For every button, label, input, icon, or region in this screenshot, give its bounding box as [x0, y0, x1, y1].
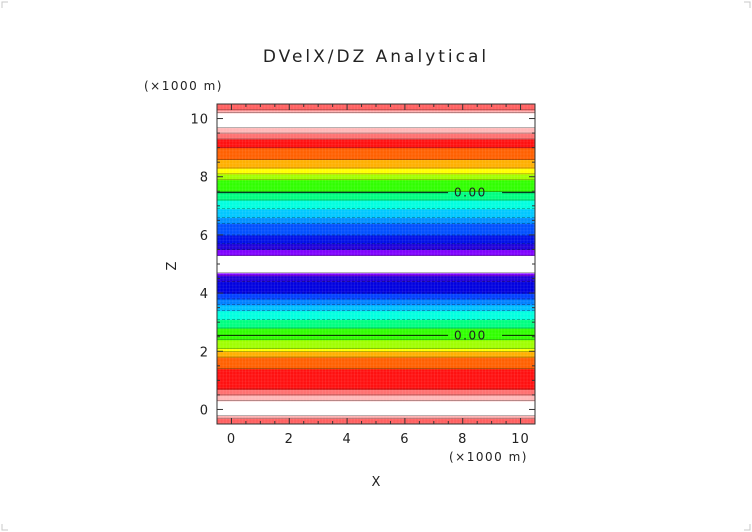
y-tick-label-5: 10 — [190, 113, 209, 128]
corner-mark-bottom-right — [744, 524, 751, 531]
y-tick-label-3: 6 — [200, 229, 209, 244]
band-24 — [217, 217, 535, 224]
band-21 — [217, 243, 535, 251]
band-2 — [217, 400, 535, 416]
band-14 — [217, 298, 535, 306]
corner-mark-top-left — [1, 1, 8, 8]
y-tick-label-4: 8 — [200, 171, 209, 186]
band-23 — [217, 223, 535, 236]
band-34 — [217, 133, 535, 140]
y-axis-label: Z — [165, 261, 180, 270]
x-tick-label-5: 10 — [511, 432, 530, 447]
x-unit-label: (×1000 m) — [449, 450, 528, 464]
band-4 — [217, 389, 535, 396]
axis-ticks: 0 2 4 6 8 10 0 2 4 6 8 10 — [190, 103, 536, 447]
band-25 — [217, 208, 535, 219]
y-tick-label-2: 4 — [200, 287, 209, 302]
corner-mark-top-right — [744, 1, 751, 8]
band-11 — [217, 319, 535, 329]
band-28 — [217, 179, 535, 192]
band-6 — [217, 357, 535, 370]
heatmap-bands — [217, 104, 535, 424]
band-38 — [217, 104, 535, 111]
band-33 — [217, 138, 535, 149]
band-19 — [217, 255, 535, 274]
band-8 — [217, 348, 535, 352]
band-1 — [217, 415, 535, 419]
band-36 — [217, 112, 535, 128]
band-35 — [217, 127, 535, 134]
band-37 — [217, 109, 535, 114]
band-15 — [217, 293, 535, 300]
band-22 — [217, 234, 535, 245]
y-tick-label-0: 0 — [200, 403, 209, 418]
x-tick-label-2: 4 — [342, 432, 351, 447]
band-3 — [217, 394, 535, 402]
band-26 — [217, 200, 535, 210]
band-30 — [217, 168, 535, 175]
band-31 — [217, 159, 535, 169]
contour-label-1: 0.00 — [454, 186, 487, 200]
band-29 — [217, 173, 535, 181]
x-axis-label: X — [372, 475, 381, 490]
band-18 — [217, 272, 535, 277]
corner-mark-bottom-left — [1, 524, 8, 531]
band-12 — [217, 310, 535, 320]
x-tick-label-0: 0 — [227, 432, 236, 447]
band-32 — [217, 147, 535, 160]
band-7 — [217, 351, 535, 358]
band-17 — [217, 275, 535, 283]
band-10 — [217, 328, 535, 341]
band-16 — [217, 281, 535, 294]
y-unit-label: (×1000 m) — [144, 79, 223, 93]
x-tick-label-4: 8 — [458, 432, 467, 447]
contour-lines: 0.00 0.00 — [217, 109, 535, 419]
x-tick-label-3: 6 — [400, 432, 409, 447]
chart-title: DVelX/DZ Analytical — [263, 47, 489, 67]
band-20 — [217, 249, 535, 256]
contour-label-0: 0.00 — [454, 328, 487, 342]
y-tick-label-1: 2 — [200, 345, 209, 360]
band-27 — [217, 191, 535, 201]
x-tick-label-1: 2 — [285, 432, 294, 447]
band-5 — [217, 368, 535, 390]
band-13 — [217, 304, 535, 312]
band-9 — [217, 339, 535, 349]
fine-mesh — [217, 104, 535, 424]
